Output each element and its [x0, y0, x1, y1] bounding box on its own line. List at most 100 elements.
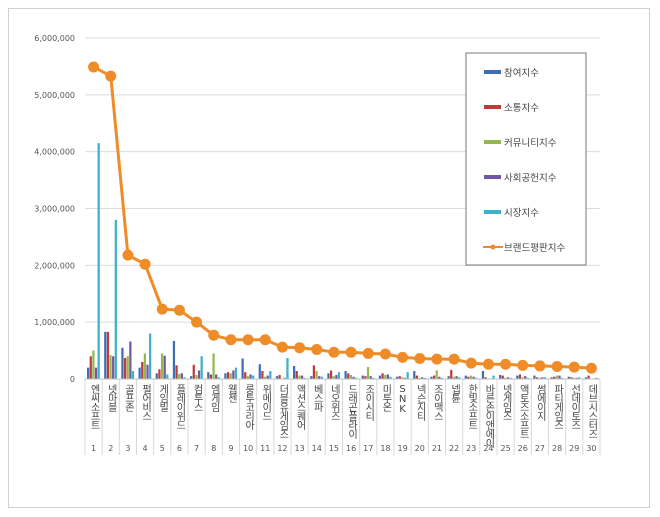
bar-소통지수 [347, 373, 350, 379]
legend-label: 브랜드평판지수 [504, 243, 565, 254]
bar-참여지수 [550, 377, 553, 379]
line-point [568, 361, 580, 373]
legend-label: 참여지수 [504, 67, 539, 79]
bar-사회공헌지수 [558, 375, 561, 379]
bar-참여지수 [378, 375, 382, 379]
bar-사회공헌지수 [129, 341, 132, 379]
bar-소통지수 [226, 372, 230, 379]
x-rank-label: 15 [329, 444, 339, 453]
bar-소통지수 [484, 377, 487, 379]
bar-참여지수 [310, 376, 313, 379]
bar-커뮤니티지수 [452, 376, 455, 379]
bar-참여지수 [138, 367, 141, 379]
bar-사회공헌지수 [180, 373, 183, 379]
bar-시장지수 [440, 377, 444, 379]
x-category-label: 컴투스 [191, 384, 203, 411]
line-point [414, 353, 426, 365]
x-rank-label: 9 [228, 444, 233, 453]
bar-소통지수 [398, 376, 401, 379]
line-point [276, 341, 288, 353]
bar-사회공헌지수 [455, 376, 458, 379]
line-point [585, 362, 597, 374]
x-rank-label: 3 [125, 444, 130, 453]
bar-시장지수 [423, 377, 426, 379]
x-rank-label: 27 [535, 444, 545, 453]
y-tick-label: 0 [70, 375, 75, 384]
x-category-label: 게임빌 [157, 384, 169, 412]
legend-label: 시장지수 [504, 208, 539, 219]
bar-참여지수 [344, 371, 347, 379]
bar-커뮤니티지수 [504, 377, 507, 379]
bar-소통지수 [278, 375, 281, 379]
x-rank-label: 14 [312, 444, 322, 453]
bar-시장지수 [114, 219, 117, 379]
bar-소통지수 [141, 361, 144, 379]
x-category-label: 액토즈소프트 [517, 384, 529, 438]
bar-커뮤니티지수 [435, 370, 438, 379]
bar-소통지수 [295, 371, 298, 379]
x-rank-label: 20 [415, 444, 425, 453]
bar-사회공헌지수 [318, 376, 321, 379]
bar-사회공헌지수 [197, 370, 201, 379]
x-category-label: 베스파 [311, 384, 323, 413]
bar-참여지수 [190, 376, 193, 379]
x-category-label: 룽투코리아 [243, 384, 255, 431]
bar-시장지수 [389, 376, 392, 379]
x-category-label: 조이시티 [363, 384, 375, 422]
x-rank-label: 13 [294, 444, 304, 453]
x-rank-label: 26 [518, 444, 528, 453]
bar-소통지수 [501, 375, 504, 379]
bar-시장지수 [509, 377, 512, 379]
x-category-label: 넷게임즈 [500, 384, 512, 420]
x-rank-label: 18 [380, 444, 390, 453]
x-category-label: 골프존 [122, 384, 134, 412]
line-point [122, 249, 134, 261]
bar-소통지수 [518, 374, 522, 379]
line-point [294, 342, 306, 354]
line-point [225, 334, 237, 346]
bar-커뮤니티지수 [315, 371, 318, 379]
legend-swatch [484, 70, 501, 74]
legend-label: 커뮤니티지수 [504, 138, 557, 149]
x-rank-label: 17 [363, 444, 373, 453]
line-point [397, 351, 409, 363]
line-point [534, 360, 546, 372]
bar-커뮤니티지수 [160, 353, 164, 379]
bar-커뮤니티지수 [212, 353, 215, 379]
x-category-label: 웹젠 [225, 384, 237, 403]
y-tick-label: 4,000,000 [34, 148, 75, 157]
bar-소통지수 [587, 375, 590, 379]
bar-소통지수 [450, 369, 453, 379]
bar-시장지수 [355, 377, 358, 379]
bar-커뮤니티지수 [469, 375, 473, 379]
bar-사회공헌지수 [300, 375, 304, 379]
bar-사회공헌지수 [421, 377, 424, 379]
bar-시장지수 [183, 377, 186, 379]
bar-소통지수 [158, 369, 161, 379]
x-category-label: 더블유게임즈 [277, 384, 289, 438]
bar-커뮤니티지수 [349, 375, 352, 379]
bar-소통지수 [192, 364, 195, 379]
x-category-label: 데브시스터즈 [586, 384, 598, 438]
bar-커뮤니티지수 [555, 375, 558, 379]
bar-참여지수 [258, 364, 261, 379]
bar-커뮤니티지수 [246, 376, 249, 379]
bar-소통지수 [553, 376, 556, 379]
line-point [551, 360, 563, 372]
x-rank-label: 2 [108, 444, 113, 453]
bar-커뮤니티지수 [229, 373, 232, 379]
x-category-label: 미투온 [380, 384, 392, 412]
x-category-label: 넷마블 [105, 384, 117, 412]
bar-커뮤니티지수 [298, 375, 301, 379]
x-category-label: 드래곤플라이 [346, 384, 358, 440]
y-tick-label: 2,000,000 [34, 261, 75, 270]
bar-참여지수 [413, 371, 416, 379]
bar-사회공헌지수 [215, 374, 218, 379]
bar-시장지수 [578, 377, 581, 379]
bar-사회공헌지수 [506, 377, 510, 379]
bar-참여지수 [447, 376, 450, 379]
legend-label: 소통지수 [504, 103, 539, 114]
bar-시장지수 [372, 377, 375, 379]
x-rank-label: 30 [586, 444, 596, 453]
